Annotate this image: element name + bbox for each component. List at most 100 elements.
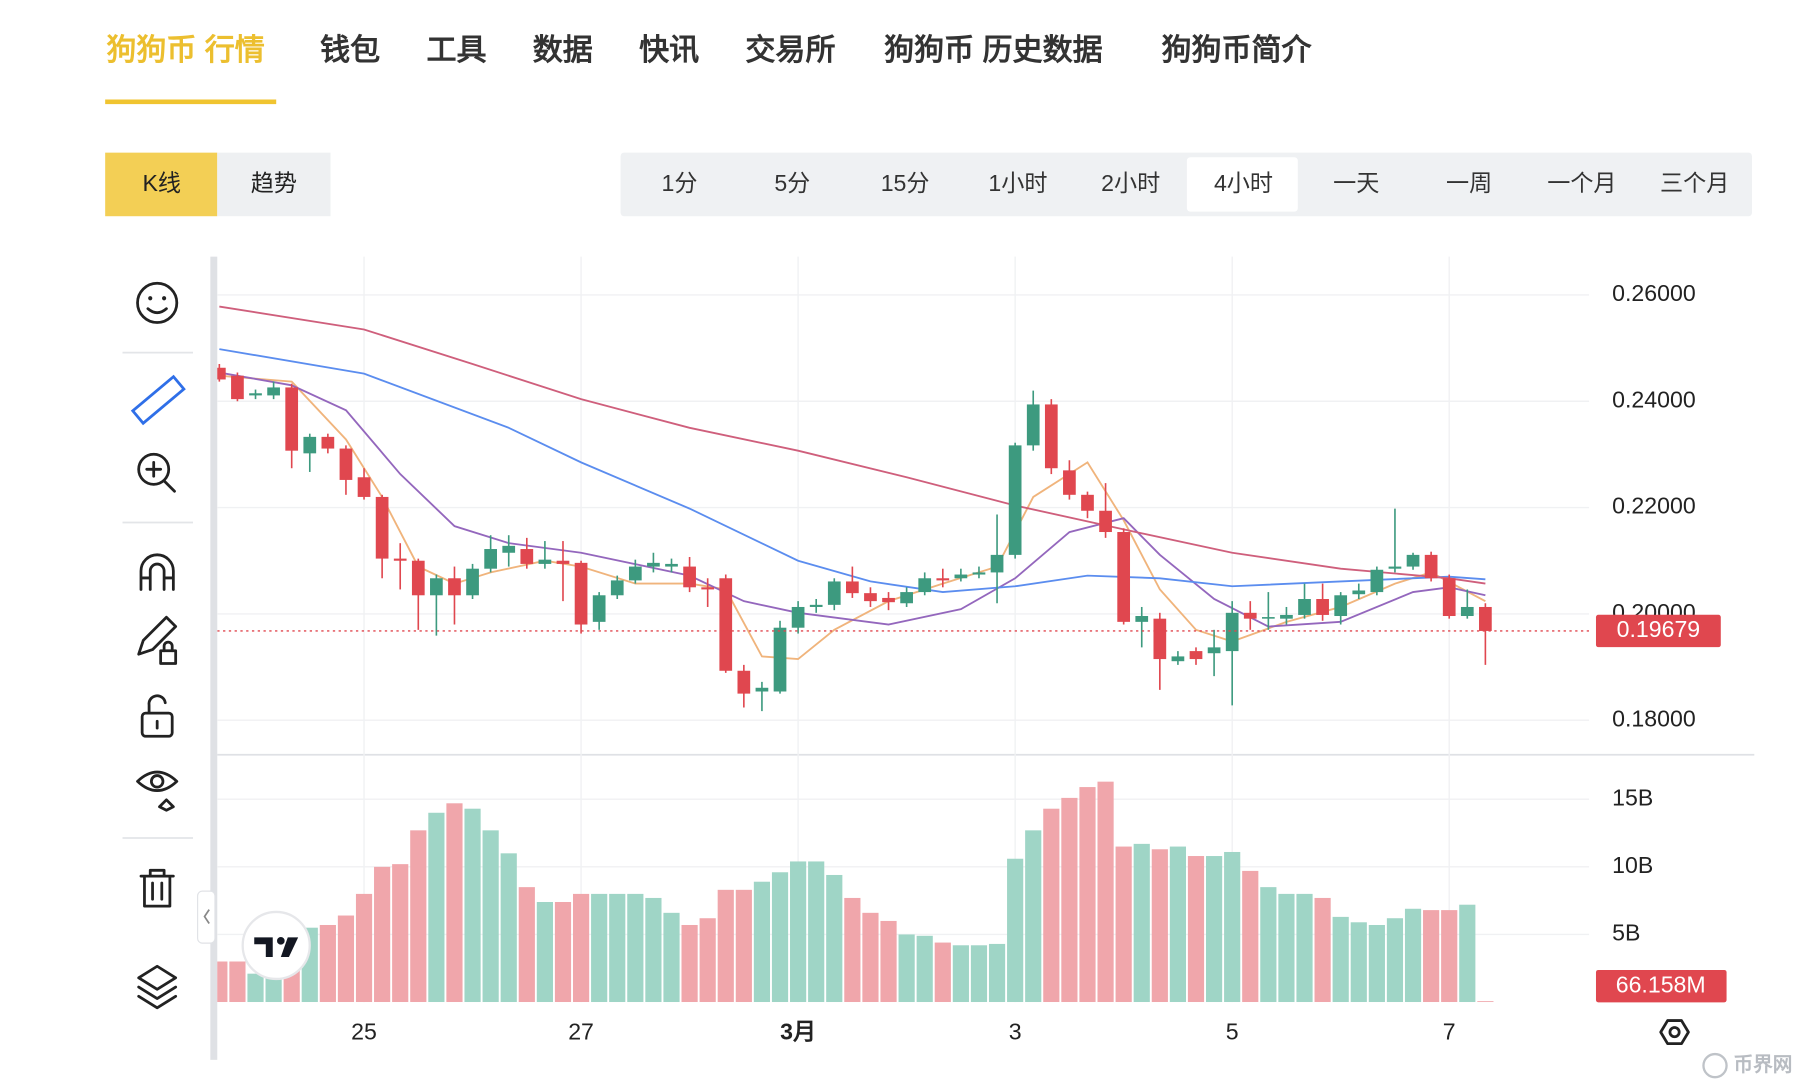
candle-body	[737, 670, 751, 694]
candle-body	[375, 496, 389, 559]
volume-bar	[1169, 846, 1187, 1003]
interval-label[interactable]: 4小时	[1214, 170, 1273, 196]
interval-label[interactable]: 5分	[774, 170, 810, 196]
volume-pane	[217, 781, 1494, 1003]
nav-tab[interactable]: 交易所	[745, 33, 835, 67]
moving-averages	[219, 305, 1486, 661]
candle-body	[1081, 494, 1094, 511]
candle-body	[1099, 510, 1112, 533]
candle-body	[502, 545, 516, 553]
nav-tab[interactable]: 狗狗币 历史数据	[884, 34, 1103, 67]
magnet-tool[interactable]	[139, 553, 175, 591]
nav-tab[interactable]: 钱包	[320, 33, 380, 67]
volume-bar	[428, 812, 445, 1003]
volume-bar	[319, 924, 336, 1003]
left-scrollbar	[210, 256, 218, 1060]
volume-bar	[717, 889, 734, 1003]
volume-bar	[898, 934, 915, 1003]
volume-bar	[446, 803, 463, 1003]
volume-bar	[518, 887, 535, 1003]
volume-bar	[1079, 787, 1096, 1003]
candle-body	[574, 562, 588, 625]
volume-bar	[1205, 856, 1223, 1003]
nav-tab[interactable]: 快讯	[639, 34, 699, 67]
watermark-text: 币界网	[1734, 1054, 1793, 1076]
candle-body	[1280, 614, 1293, 619]
candle-body	[827, 581, 841, 605]
candle-body	[719, 578, 733, 671]
candle-body	[1171, 656, 1185, 662]
visibility-tool[interactable]	[136, 770, 179, 812]
candle-body	[1063, 470, 1076, 495]
volume-bar	[753, 881, 771, 1003]
volume-bar	[826, 874, 843, 1003]
chart-type-label[interactable]: K线	[143, 170, 182, 196]
layers-tool[interactable]	[137, 964, 178, 1010]
candle-body	[918, 578, 932, 593]
chart-type-label[interactable]: 趋势	[251, 170, 297, 196]
candle-body	[249, 393, 262, 396]
candle-body	[520, 549, 534, 564]
nav-tab[interactable]: 狗狗币 行情	[106, 34, 265, 67]
volume-bar	[1025, 830, 1042, 1003]
candle-body	[430, 578, 443, 596]
x-tick-label: 7	[1443, 1018, 1456, 1044]
nav-tab[interactable]: 狗狗币简介	[1161, 33, 1312, 67]
candle-body	[303, 436, 317, 454]
axis-labels: 0.180000.200000.220000.240000.260005B10B…	[351, 280, 1727, 1044]
candle-body	[1424, 554, 1438, 579]
settings-button[interactable]	[1659, 1019, 1690, 1046]
y-tick-label: 0.18000	[1612, 705, 1696, 731]
volume-bar	[771, 872, 789, 1003]
trend-button-bg[interactable]	[217, 152, 331, 217]
candle-body	[357, 477, 371, 497]
interval-bar	[620, 152, 1752, 217]
tradingview-logo	[241, 910, 311, 981]
delete-tool[interactable]	[139, 868, 175, 908]
volume-bar	[988, 943, 1006, 1003]
candle-body	[1460, 606, 1474, 617]
collapse-handle[interactable]	[197, 890, 216, 944]
x-tick-label: 3月	[780, 1018, 816, 1044]
volume-bar	[1332, 916, 1349, 1003]
unlock-tool[interactable]	[140, 694, 174, 738]
volume-bar	[1043, 808, 1060, 1003]
volume-bar	[970, 945, 988, 1003]
candle-body	[1008, 445, 1022, 555]
interval-label[interactable]: 1小时	[988, 170, 1047, 196]
pencil-lock-tool[interactable]	[137, 615, 178, 665]
kline-button-bg[interactable]	[105, 152, 218, 217]
volume-tick-label: 5B	[1612, 920, 1640, 946]
candle-body	[466, 568, 479, 596]
candle-body	[1225, 612, 1239, 652]
volume-bar	[1242, 870, 1259, 1003]
interval-label[interactable]: 1分	[662, 170, 698, 196]
volume-bar	[355, 893, 373, 1003]
interval-label[interactable]: 三个月	[1660, 170, 1729, 196]
candles	[217, 364, 1590, 712]
moving-average-line	[219, 371, 1486, 628]
candle-body	[1189, 651, 1203, 660]
nav-tab[interactable]: 数据	[533, 34, 593, 67]
candle-body	[882, 597, 895, 603]
interval-label[interactable]: 一天	[1333, 170, 1379, 196]
emoji-tool[interactable]	[136, 281, 179, 324]
interval-label[interactable]: 一个月	[1547, 170, 1616, 196]
ruler-tool[interactable]	[130, 374, 186, 426]
candle-body	[791, 606, 805, 628]
candle-body	[1261, 617, 1275, 619]
volume-bar	[572, 893, 590, 1003]
nav-tab[interactable]: 工具	[426, 34, 486, 67]
volume-bar	[1115, 846, 1132, 1003]
candle-body	[217, 367, 226, 380]
interval-label[interactable]: 一周	[1446, 170, 1492, 196]
zoom-tool[interactable]	[137, 452, 176, 493]
interval-label[interactable]: 15分	[881, 170, 930, 196]
volume-bar	[1477, 1001, 1494, 1003]
candle-body	[1406, 554, 1420, 567]
candle-body	[755, 687, 769, 692]
volume-bar	[1423, 910, 1440, 1003]
volume-bar	[844, 897, 861, 1003]
interval-label[interactable]: 2小时	[1101, 170, 1160, 196]
volume-bar	[591, 893, 608, 1003]
